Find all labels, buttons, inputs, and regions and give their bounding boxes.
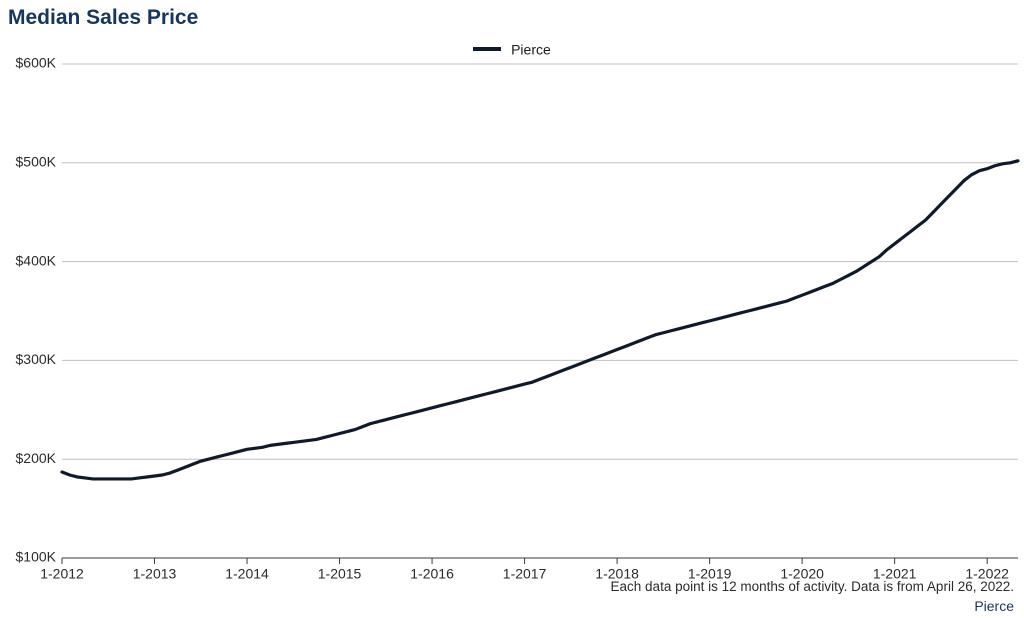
y-axis-labels: $100K $200K $300K $400K $500K $600K: [16, 55, 57, 565]
chart-plot-svg: $100K $200K $300K $400K $500K $600K 1-2012 1-2…: [0, 0, 1024, 618]
y-tick-label: $400K: [16, 252, 57, 268]
x-tick-label: 1-2014: [225, 565, 269, 581]
y-tick-label: $500K: [16, 154, 57, 170]
y-tick-label: $600K: [16, 55, 57, 71]
y-tick-label: $200K: [16, 450, 57, 466]
median-sales-price-chart: Median Sales Price Pierce $100K$200K$300…: [0, 0, 1024, 618]
x-tick-label: 1-2015: [318, 565, 362, 581]
x-tick-label: 1-2016: [410, 565, 454, 581]
y-tick-label: $300K: [16, 351, 57, 367]
axes: [62, 558, 1018, 564]
footer-region-label: Pierce: [974, 598, 1014, 614]
series-line-pierce: [62, 161, 1018, 479]
x-tick-label: 1-2013: [133, 565, 177, 581]
gridlines: [62, 64, 1018, 558]
y-tick-label: $100K: [16, 549, 57, 565]
x-tick-label: 1-2012: [40, 565, 84, 581]
x-tick-label: 1-2017: [503, 565, 547, 581]
footer-note: Each data point is 12 months of activity…: [611, 579, 1014, 594]
